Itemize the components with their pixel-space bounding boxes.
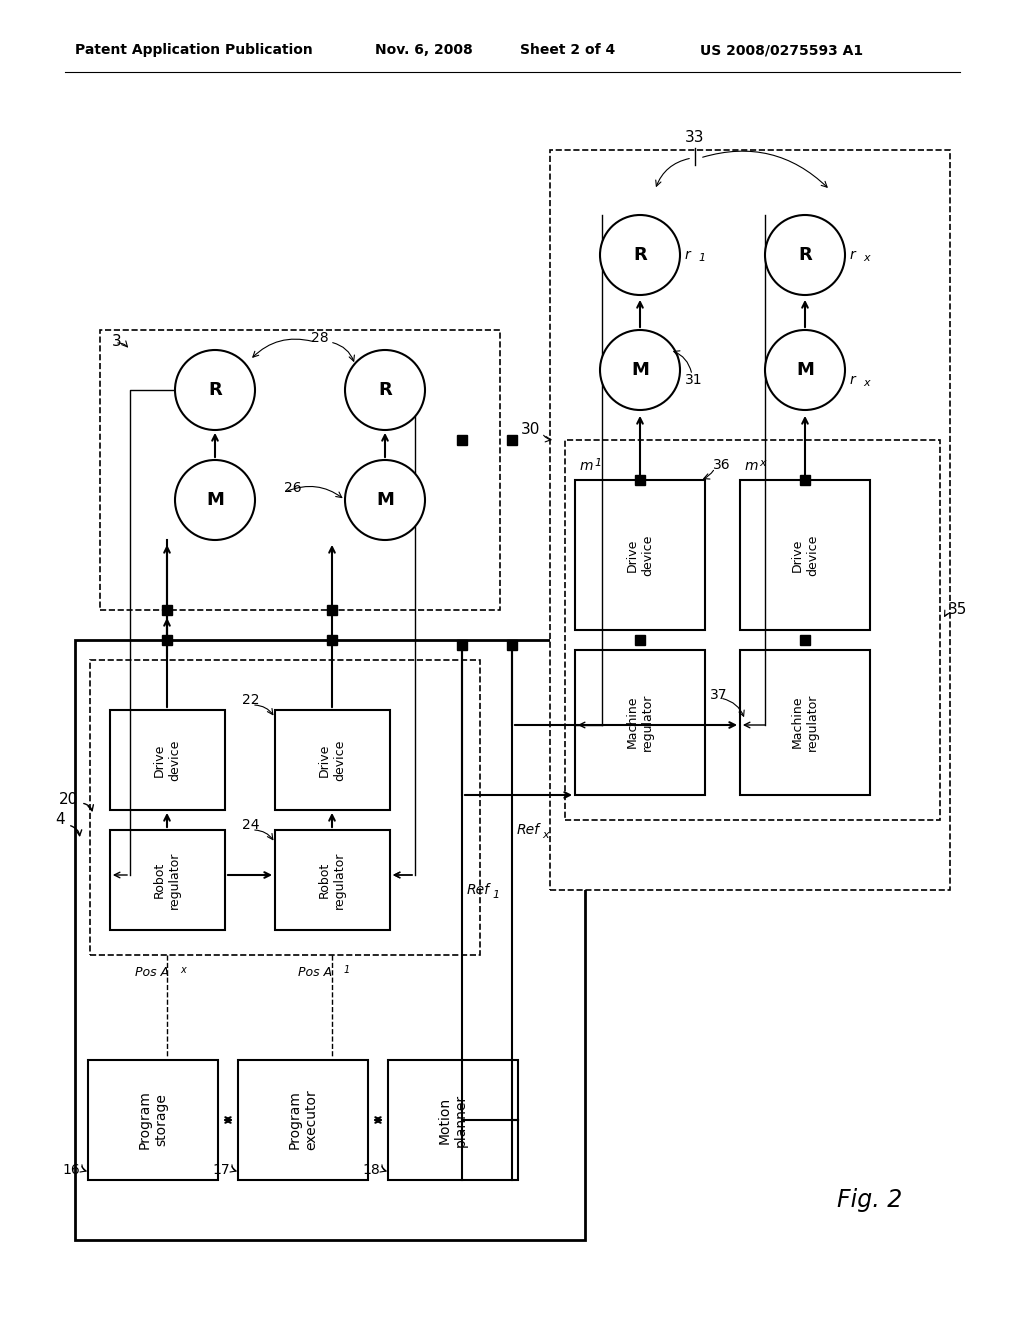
Bar [800,635,810,645]
Bar [575,480,705,630]
Circle shape [765,330,845,411]
Text: Pos A: Pos A [135,966,169,979]
Bar [575,649,705,795]
Text: 31: 31 [685,374,702,387]
Text: 4: 4 [55,813,65,828]
Text: r: r [685,248,691,261]
Text: r: r [850,248,856,261]
Text: Ref: Ref [467,883,490,898]
Text: 1: 1 [492,890,499,900]
Text: Pos A: Pos A [298,966,332,979]
Circle shape [600,330,680,411]
Text: Machine
regulator: Machine regulator [791,693,819,751]
Bar [238,1060,368,1180]
Text: R: R [378,381,392,399]
Text: 26: 26 [285,480,302,495]
Bar [90,660,480,954]
Text: 22: 22 [242,693,259,708]
Bar [110,830,225,931]
Bar [507,436,517,445]
Bar [635,475,645,484]
Text: x: x [863,378,869,388]
Text: 36: 36 [713,458,731,473]
Text: 20: 20 [58,792,78,808]
Text: 24: 24 [242,818,259,832]
Text: M: M [206,491,224,510]
Bar [100,330,500,610]
Circle shape [765,215,845,294]
Bar [327,635,337,645]
Bar [75,640,585,1239]
Bar [457,436,467,445]
Text: R: R [208,381,222,399]
Bar [457,640,467,649]
Text: 18: 18 [362,1163,380,1177]
Text: 30: 30 [520,422,540,437]
Text: R: R [798,246,812,264]
Text: M: M [796,360,814,379]
Text: Robot
regulator: Robot regulator [153,851,181,908]
Text: Drive
device: Drive device [791,535,819,576]
Bar [162,605,172,615]
Text: r: r [850,374,856,387]
Text: x: x [759,458,766,469]
Text: x: x [542,830,549,840]
Text: Ref: Ref [517,822,540,837]
Text: R: R [633,246,647,264]
Text: 28: 28 [311,331,329,345]
Bar [110,710,225,810]
Circle shape [175,459,255,540]
Bar [275,830,390,931]
Bar [388,1060,518,1180]
Text: Fig. 2: Fig. 2 [838,1188,902,1212]
Text: m: m [745,459,759,473]
Text: 16: 16 [62,1163,80,1177]
Text: 17: 17 [212,1163,230,1177]
Bar [275,710,390,810]
Text: Drive
device: Drive device [318,739,346,780]
Text: m: m [580,459,594,473]
Text: 33: 33 [685,131,705,145]
Text: Drive
device: Drive device [153,739,181,780]
Bar [550,150,950,890]
Circle shape [345,459,425,540]
Text: x: x [180,965,186,975]
Circle shape [175,350,255,430]
Text: 1: 1 [344,965,350,975]
Text: Program
executor: Program executor [288,1089,318,1150]
Text: 35: 35 [948,602,968,618]
Text: Drive
device: Drive device [626,535,654,576]
Text: Patent Application Publication: Patent Application Publication [75,44,312,57]
Circle shape [345,350,425,430]
Bar [740,480,870,630]
Bar [800,475,810,484]
Text: 1: 1 [594,458,601,469]
Text: Program
storage: Program storage [138,1090,168,1150]
Bar [740,649,870,795]
Text: Motion
planner: Motion planner [438,1093,468,1147]
Text: Nov. 6, 2008: Nov. 6, 2008 [375,44,473,57]
Bar [88,1060,218,1180]
Text: 3: 3 [112,334,122,350]
Bar [162,635,172,645]
Bar [507,640,517,649]
Text: 37: 37 [710,688,727,702]
Bar [327,605,337,615]
Text: US 2008/0275593 A1: US 2008/0275593 A1 [700,44,863,57]
Circle shape [600,215,680,294]
Text: x: x [863,253,869,263]
Bar [565,440,940,820]
Text: Machine
regulator: Machine regulator [626,693,654,751]
Text: M: M [631,360,649,379]
Text: Robot
regulator: Robot regulator [318,851,346,908]
Text: 1: 1 [698,253,706,263]
Bar [635,635,645,645]
Text: Sheet 2 of 4: Sheet 2 of 4 [520,44,615,57]
Text: M: M [376,491,394,510]
